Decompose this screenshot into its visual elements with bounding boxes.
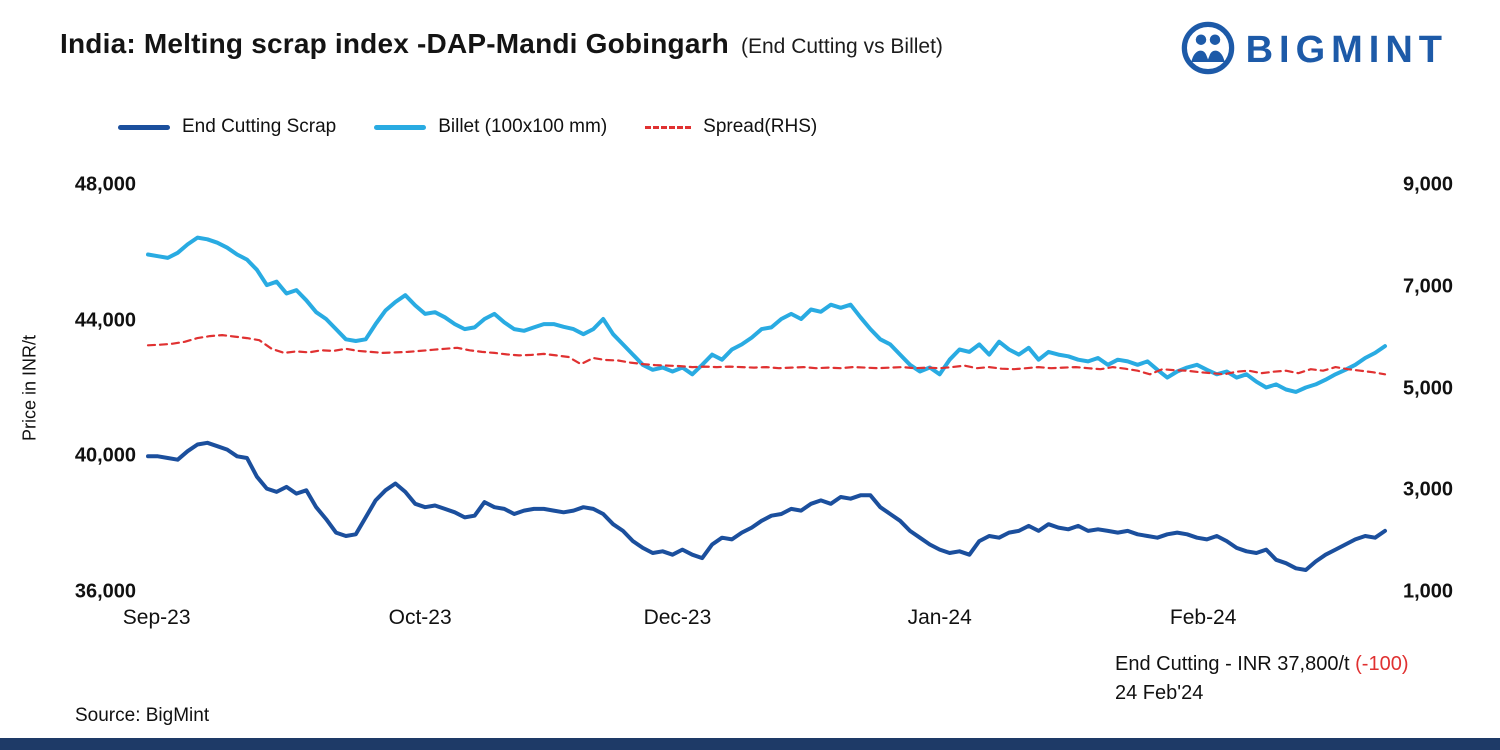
page-subtitle: (End Cutting vs Billet) xyxy=(741,35,943,58)
annotation-date: 24 Feb'24 xyxy=(1115,682,1204,704)
annotation-change: (-100) xyxy=(1355,653,1409,675)
latest-price-annotation: End Cutting - INR 37,800/t (-100) 24 Feb… xyxy=(1115,650,1409,708)
source-note: Source: BigMint xyxy=(75,705,210,726)
chart-legend: End Cutting Scrap Billet (100x100 mm) Spre… xyxy=(118,116,817,138)
legend-label: Billet (100x100 mm) xyxy=(438,116,608,137)
left-axis-tick-label: 48,000 xyxy=(74,173,136,196)
right-axis-tick-label: 5,000 xyxy=(1403,377,1454,399)
legend-label: End Cutting Scrap xyxy=(182,116,337,137)
brand-wordmark: BIGMINT xyxy=(1245,29,1448,71)
right-axis-tick-label: 1,000 xyxy=(1403,580,1454,603)
legend-swatch-solid xyxy=(118,124,170,130)
right-axis-tick-label: 3,000 xyxy=(1403,478,1454,501)
left-axis-ticks: 48,000 44,000 40,000 36,000 xyxy=(48,174,136,603)
x-axis-tick-label: Jan-24 xyxy=(907,606,972,629)
x-axis-labels: Sep-23 Oct-23 Dec-23 Jan-24 Feb-24 xyxy=(123,606,1385,636)
right-axis-tick-label: 7,000 xyxy=(1403,275,1454,298)
legend-swatch-solid xyxy=(374,124,427,130)
series-line-billet-100x100-mm xyxy=(146,235,1387,394)
brand-logo: BIGMINT xyxy=(1180,20,1448,81)
series-line-spread-rhs xyxy=(146,334,1387,376)
x-axis-tick-label: Oct-23 xyxy=(388,606,452,629)
left-axis-tick-label: 36,000 xyxy=(74,580,136,603)
legend-swatch-dashed xyxy=(645,125,692,129)
right-axis-tick-label: 9,000 xyxy=(1403,173,1454,196)
x-axis-tick-label: Dec-23 xyxy=(643,606,712,629)
bigmint-logo-icon xyxy=(1180,20,1236,81)
plot-area xyxy=(146,185,1387,592)
series-line-end-cutting-scrap xyxy=(146,440,1387,572)
footer-bar xyxy=(0,738,1500,750)
annotation-text: End Cutting - INR 37,800/t xyxy=(1115,653,1350,675)
chart-canvas xyxy=(146,235,1387,572)
legend-label: Spread(RHS) xyxy=(703,116,818,137)
x-axis-tick-label: Sep-23 xyxy=(122,606,191,629)
legend-item-spread-rhs: Spread(RHS) xyxy=(645,116,817,138)
legend-item-end-cutting-scrap: End Cutting Scrap xyxy=(118,116,336,138)
y-axis-title: Price in INR/t xyxy=(19,334,40,442)
right-axis-ticks: 9,000 7,000 5,000 3,000 1,000 xyxy=(1403,174,1495,603)
header: India: Melting scrap index -DAP-Mandi Go… xyxy=(60,28,943,60)
legend-item-billet-100x100-mm: Billet (100x100 mm) xyxy=(374,116,607,138)
page-title: India: Melting scrap index -DAP-Mandi Go… xyxy=(60,28,729,59)
x-axis-tick-label: Feb-24 xyxy=(1169,606,1237,629)
left-axis-tick-label: 44,000 xyxy=(74,309,136,332)
left-axis-tick-label: 40,000 xyxy=(74,444,136,467)
